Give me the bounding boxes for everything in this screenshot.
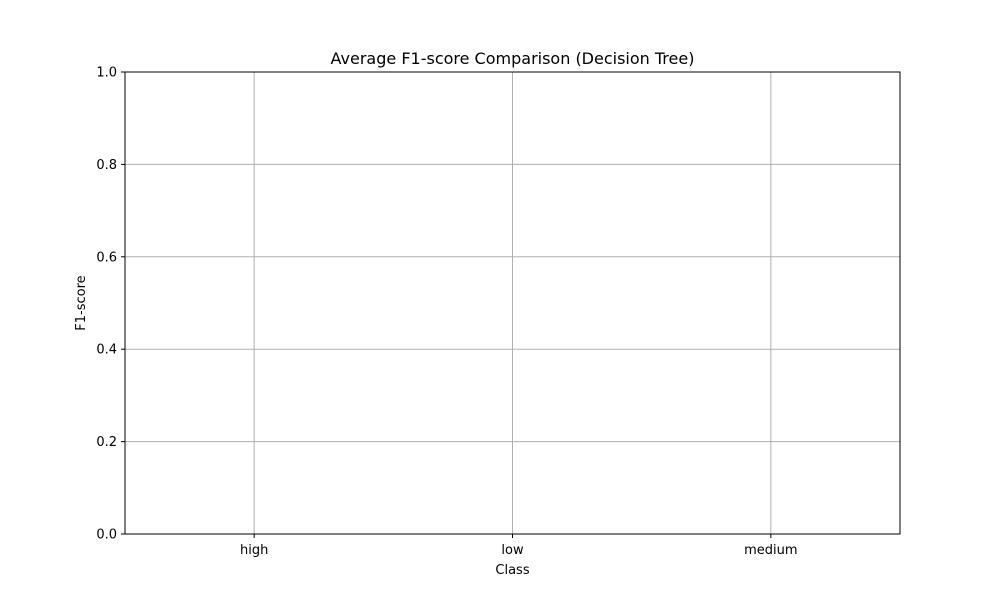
y-tick-label: 0.8 [96, 158, 117, 173]
x-axis-ticks: high low medium [240, 534, 798, 558]
y-axis-label: F1-score [74, 275, 89, 330]
y-tick-label: 0.4 [96, 343, 117, 358]
y-tick-label: 0.6 [96, 250, 117, 265]
y-tick-label: 0.2 [96, 435, 117, 450]
y-axis-ticks: 0.0 0.2 0.4 0.6 0.8 1.0 [96, 66, 125, 543]
x-tick-label-low: low [501, 543, 524, 558]
x-axis-label: Class [495, 563, 529, 578]
x-tick-label-medium: medium [744, 543, 797, 558]
y-tick-label: 1.0 [96, 66, 117, 81]
y-tick-label: 0.0 [96, 528, 117, 543]
x-tick-label-high: high [240, 543, 268, 558]
chart-title: Average F1-score Comparison (Decision Tr… [331, 49, 695, 68]
